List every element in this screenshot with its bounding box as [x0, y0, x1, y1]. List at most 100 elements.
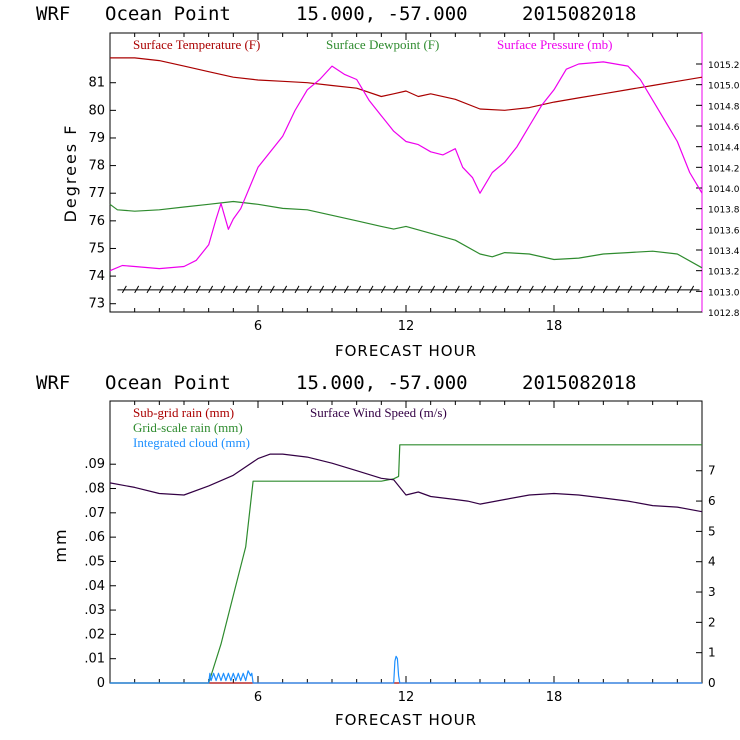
panel2-title-site: Ocean Point [105, 372, 231, 394]
wind-barb [417, 285, 423, 294]
panel2-y2-tick-label: 4 [708, 555, 716, 569]
wind-barb [158, 285, 164, 294]
wind-barb [491, 285, 497, 294]
panel1-y-tick-label: 74 [88, 269, 105, 284]
legend-temperature: Surface Temperature (F) [133, 37, 260, 52]
panel2-title-run: 2015082018 [522, 372, 636, 394]
panel1-y2-tick-label: 1013.4 [708, 247, 740, 257]
panel1-y2-tick-label: 1013.2 [708, 268, 740, 278]
legend-pressure: Surface Pressure (mb) [497, 37, 613, 52]
wind-barb [380, 285, 386, 294]
wind-barb [615, 285, 621, 294]
wind-barb [578, 285, 584, 294]
panel2-ylabel: mm [51, 527, 70, 562]
panel1-y2-tick-label: 1014.8 [708, 102, 740, 112]
wind-barb [146, 285, 152, 294]
panel2-y2-tick-label: 1 [708, 646, 716, 660]
series-integrated-cloud [110, 655, 702, 684]
wind-barb [516, 285, 522, 294]
panel1-y2-tick-label: 1013.8 [708, 206, 740, 216]
legend-gridscale-rain: Grid-scale rain (mm) [133, 420, 243, 435]
panel1-y2-tick-label: 1013.0 [708, 288, 740, 298]
wind-barb [208, 285, 214, 294]
panel1-y-tick-label: 76 [88, 214, 105, 229]
wind-barb [171, 285, 177, 294]
panel1-y2-tick-label: 1014.6 [708, 123, 740, 133]
panel1-title-model: WRF [36, 3, 70, 25]
panel2-y-tick-label: .09 [84, 457, 105, 472]
wind-barb [528, 285, 534, 294]
wind-barb [269, 285, 275, 294]
wind-barb [541, 285, 547, 294]
wind-barb [442, 285, 448, 294]
wind-barb [195, 285, 201, 294]
wind-barb [343, 285, 349, 294]
panel1-y-tick-label: 75 [88, 241, 105, 256]
wind-barb [676, 285, 682, 294]
panel1-title-coords: 15.000, -57.000 [296, 3, 468, 25]
wind-barb [282, 285, 288, 294]
wind-barb [220, 285, 226, 294]
wind-barb [479, 285, 485, 294]
wind-barb [257, 285, 263, 294]
panel1-y-tick-label: 78 [88, 159, 105, 174]
wind-barb [232, 285, 238, 294]
wind-barb [134, 285, 140, 294]
wind-barb [331, 285, 337, 294]
wind-barb [602, 285, 608, 294]
wind-barb [467, 285, 473, 294]
panel2-y2-tick-label: 2 [708, 615, 716, 629]
wind-barb [664, 285, 670, 294]
panel2-y-tick-label: .03 [84, 603, 105, 618]
panel1-y2-tick-label: 1014.2 [708, 164, 740, 174]
series-grid-scale-rain [110, 444, 702, 684]
panel1-xlabel: FORECAST HOUR [335, 342, 477, 360]
legend-subgrid-rain: Sub-grid rain (mm) [133, 405, 234, 420]
series-surface-temperature [110, 57, 703, 111]
wind-barb [183, 285, 189, 294]
panel2-y-tick-label: .01 [84, 652, 105, 667]
panel1-x-tick-label: 12 [398, 319, 415, 334]
panel1-y-tick-label: 73 [88, 297, 105, 312]
panel2-y2-tick-label: 6 [708, 494, 716, 508]
panel2-y2-tick-label: 7 [708, 464, 716, 478]
panel2-title-coords: 15.000, -57.000 [296, 372, 468, 394]
wind-barb [565, 285, 571, 294]
legend-dewpoint: Surface Dewpoint (F) [326, 37, 439, 52]
series-surface-dewpoint [109, 200, 703, 269]
panel2-y2-tick-label: 5 [708, 524, 716, 538]
wind-barb [454, 285, 460, 294]
panel1-y-tick-label: 81 [88, 76, 105, 91]
panel2-y2-tick-label: 3 [708, 585, 716, 599]
panel2-x-tick-label: 6 [254, 690, 262, 705]
wind-barb [121, 285, 127, 294]
wind-barb [393, 285, 399, 294]
wind-barb [639, 285, 645, 294]
panel1-x-tick-label: 18 [546, 319, 563, 334]
panel1-y2-tick-label: 1012.8 [708, 309, 740, 319]
panel2-title-model: WRF [36, 372, 70, 394]
panel2-y-tick-label: 0 [97, 676, 105, 691]
panel1-y2-tick-label: 1014.0 [708, 185, 740, 195]
wind-barb [627, 285, 633, 294]
series-surface-wind-speed [109, 453, 703, 513]
panel1-y2-tick-label: 1015.0 [708, 82, 740, 92]
panel1-title-run: 2015082018 [522, 3, 636, 25]
panel2-y-tick-label: .05 [84, 554, 105, 569]
panel1-title-site: Ocean Point [105, 3, 231, 25]
wind-barb [553, 285, 559, 294]
wind-barb [504, 285, 510, 294]
legend-wind-speed: Surface Wind Speed (m/s) [310, 405, 447, 420]
panel2-y-tick-label: .08 [84, 482, 105, 497]
panel2-x-tick-label: 18 [546, 690, 563, 705]
panel1-y2-tick-label: 1015.2 [708, 61, 740, 71]
wind-barb [245, 285, 251, 294]
panel2-y-tick-label: .02 [84, 627, 105, 642]
panel1-y-tick-label: 79 [88, 131, 105, 146]
panel1-y2-tick-label: 1014.4 [708, 144, 740, 154]
panel2-y-tick-label: .04 [84, 579, 105, 594]
wind-barb [405, 285, 411, 294]
wind-barb [356, 285, 362, 294]
wind-barb [294, 285, 300, 294]
